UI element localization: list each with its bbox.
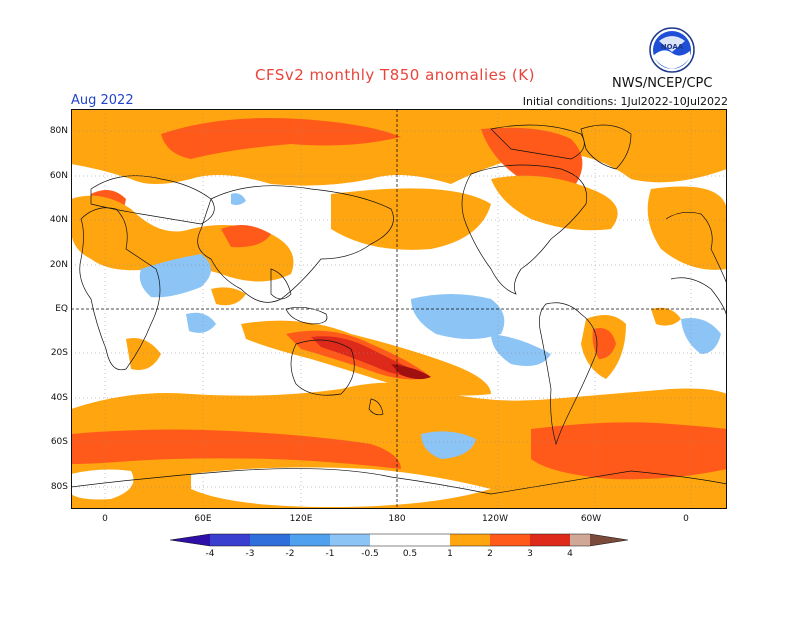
colorbar-swatch (170, 534, 210, 546)
colorbar (170, 533, 629, 547)
lat-label: 80S (50, 482, 68, 492)
lon-label: 120W (481, 514, 509, 524)
colorbar-swatch (330, 534, 370, 546)
map-frame (71, 109, 727, 509)
colorbar-swatch (210, 534, 250, 546)
colorbar-label: 1 (447, 549, 453, 559)
colorbar-label: -4 (205, 549, 215, 559)
anomaly-shading (71, 109, 727, 509)
logo-text: NOAA (661, 43, 684, 51)
lat-label: EQ (55, 304, 68, 314)
colorbar-swatch (370, 534, 410, 546)
colorbar-label: 0.5 (402, 549, 418, 559)
colorbar-swatch (450, 534, 490, 546)
colorbar-label: -3 (245, 549, 255, 559)
noaa-logo: NOAA (649, 27, 695, 73)
lat-label: 20S (50, 348, 68, 358)
lat-label: 60N (49, 171, 68, 181)
colorbar-swatch (250, 534, 290, 546)
initial-conditions: Initial conditions: 1Jul2022-10Jul2022 (522, 95, 728, 108)
coastlines (71, 124, 727, 495)
colorbar-swatch (410, 534, 450, 546)
lon-label: 0 (683, 514, 689, 524)
lon-label: 180 (388, 514, 406, 524)
lon-label: 120E (289, 514, 313, 524)
anomaly-map (71, 109, 727, 509)
colorbar-label: -2 (285, 549, 295, 559)
lat-label: 80N (49, 126, 68, 136)
lon-label: 60E (194, 514, 212, 524)
lat-label: 40N (49, 215, 68, 225)
colorbar-label: 2 (487, 549, 493, 559)
colorbar-swatch (290, 534, 330, 546)
colorbar-label: -0.5 (361, 549, 379, 559)
lat-label: 60S (50, 437, 68, 447)
lon-label: 0 (102, 514, 108, 524)
colorbar-swatch (530, 534, 570, 546)
colorbar-swatch (490, 534, 530, 546)
lon-label: 60W (580, 514, 602, 524)
map-title: CFSv2 monthly T850 anomalies (K) (255, 66, 535, 84)
agency-label: NWS/NCEP/CPC (612, 76, 713, 91)
colorbar-label: 3 (527, 549, 533, 559)
forecast-period: Aug 2022 (71, 93, 134, 108)
lat-label: 40S (50, 393, 68, 403)
colorbar-swatch (570, 534, 590, 546)
colorbar-swatch (590, 534, 628, 546)
colorbar-label: -1 (325, 549, 335, 559)
lat-label: 20N (49, 260, 68, 270)
colorbar-label: 4 (567, 549, 573, 559)
